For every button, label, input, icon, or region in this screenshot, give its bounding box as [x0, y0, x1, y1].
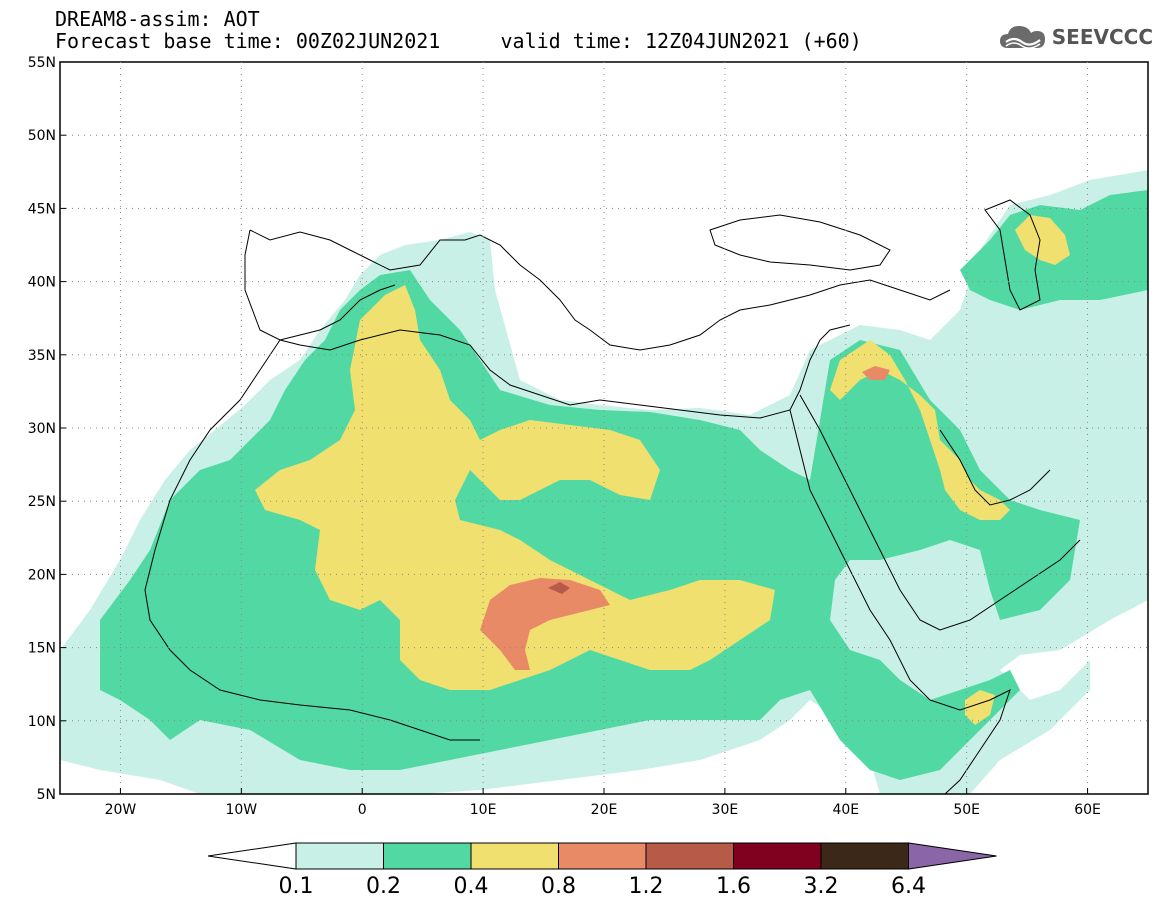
colorbar-segment [383, 842, 472, 870]
colorbar-label: 3.2 [804, 874, 839, 899]
lat-tick-label: 45N [28, 201, 56, 217]
colorbar-label: 0.8 [541, 874, 576, 899]
coastlines [144, 199, 1081, 794]
colorbar-segment [558, 842, 647, 870]
aot-region-level-3 [255, 285, 775, 690]
lon-tick-label: 60E [1074, 802, 1101, 818]
cloud-icon [999, 26, 1045, 49]
colorbar-label: 0.2 [366, 874, 401, 899]
lat-tick-label: 35N [28, 348, 56, 364]
latitude-labels: 55N 50N 45N 40N 35N 30N 25N 20N 15N 10N 5N [28, 55, 66, 803]
seevccc-logo: SEEVCCC [998, 22, 1153, 52]
lat-tick-label: 5N [37, 787, 56, 803]
colorbar: 0.1 0.2 0.4 0.8 1.2 1.6 3.2 6.4 [207, 842, 997, 899]
lat-tick-label: 55N [28, 55, 56, 71]
aot-region-level-3-somalia [965, 690, 995, 725]
lon-tick-label: 20E [591, 802, 618, 818]
aot-region-level-4 [480, 578, 610, 670]
colorbar-label: 1.6 [716, 874, 751, 899]
lon-tick-label: 30E [712, 802, 739, 818]
colorbar-segment [645, 842, 734, 870]
lon-tick-label: 10W [225, 802, 257, 818]
lat-tick-label: 30N [28, 421, 56, 437]
aot-region-level-4-iraq [862, 366, 890, 380]
lon-tick-label: 10E [470, 802, 497, 818]
aot-region-level-3-arabia [830, 340, 1010, 520]
colorbar-segment [733, 842, 822, 870]
logo-text: SEEVCCC [1051, 25, 1153, 49]
lon-tick-label: 40E [832, 802, 859, 818]
colorbar-segment [295, 842, 384, 870]
colorbar-label: 0.1 [279, 874, 314, 899]
aot-region-level-2 [100, 270, 1080, 780]
colorbar-segment [820, 842, 909, 870]
lat-tick-label: 15N [28, 641, 56, 657]
colorbar-arrow-high [908, 842, 997, 870]
colorbar-arrow-low [207, 842, 297, 870]
lon-tick-label: 20W [105, 802, 137, 818]
lat-tick-label: 10N [28, 714, 56, 730]
title-line-1: DREAM8-assim: AOT [55, 7, 260, 31]
aot-region-level-5 [548, 582, 570, 594]
colorbar-label: 1.2 [629, 874, 664, 899]
title-line-2: Forecast base time: 00Z02JUN2021 valid t… [55, 29, 862, 53]
lat-tick-label: 25N [28, 494, 56, 510]
colorbar-label: 0.4 [454, 874, 489, 899]
lat-tick-label: 50N [28, 128, 56, 144]
colorbar-segment [470, 842, 559, 870]
lon-tick-label: 0 [358, 802, 367, 818]
lat-tick-label: 20N [28, 567, 56, 583]
aot-region-level-3-caspian [1015, 215, 1070, 265]
lat-tick-label: 40N [28, 275, 56, 291]
lon-tick-label: 50E [953, 802, 980, 818]
longitude-labels: 20W 10W 0 10E 20E 30E 40E 50E 60E [105, 788, 1101, 818]
colorbar-label: 6.4 [891, 874, 926, 899]
graticule [60, 62, 1148, 794]
